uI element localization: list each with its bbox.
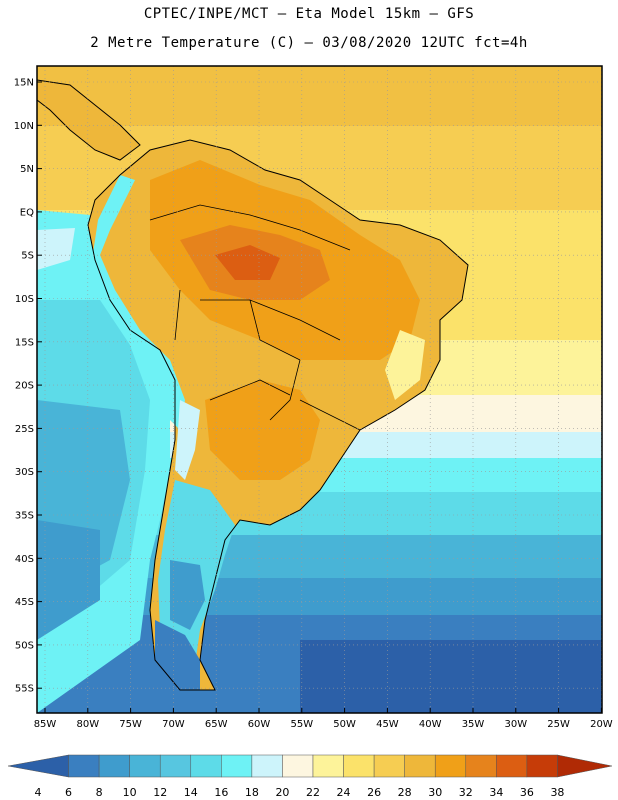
colorbar-level-label: 34 — [489, 786, 503, 799]
map-field — [37, 66, 602, 713]
longitude-axis: 85W 80W 75W 70W 65W 60W 55W 50W 45W 40W 35W 30W 25W 2… — [34, 708, 613, 730]
colorbar-level-label: 32 — [459, 786, 473, 799]
lat-tick-label: 50S — [15, 640, 34, 651]
lon-tick-label: 45W — [376, 719, 399, 730]
lon-tick-label: 30W — [504, 719, 527, 730]
colorbar-swatch — [68, 754, 100, 778]
lat-tick-label: 25S — [15, 424, 34, 435]
colorbar-level-label: 28 — [398, 786, 412, 799]
colorbar-level-label: 18 — [245, 786, 259, 799]
pacific-cool-zone — [37, 520, 100, 640]
colorbar-swatch — [434, 754, 467, 778]
colorbar-swatch — [526, 754, 558, 778]
colorbar-swatch — [159, 754, 192, 778]
colorbar-swatch — [7, 754, 69, 778]
coastline — [37, 79, 141, 161]
lat-tick-label: 5N — [20, 164, 34, 175]
colorbar-swatch — [312, 754, 344, 778]
lon-tick-label: 60W — [248, 719, 271, 730]
hottest-zone — [215, 245, 280, 280]
lon-tick-label: 80W — [76, 719, 99, 730]
colorbar-swatch — [251, 754, 283, 778]
colorbar-level-label: 36 — [520, 786, 534, 799]
patagonia-cold-zone — [155, 620, 200, 690]
colorbar-level-label: 38 — [550, 786, 564, 799]
colorbar-level-label: 10 — [123, 786, 137, 799]
colorbar-level-label: 24 — [337, 786, 351, 799]
colorbar-level-label: 6 — [65, 786, 72, 799]
colorbar-level-label: 4 — [35, 786, 42, 799]
lon-tick-label: 85W — [34, 719, 57, 730]
lat-tick-label: EQ — [20, 207, 34, 218]
colorbar-swatch — [404, 754, 436, 778]
lat-tick-label: 35S — [15, 511, 34, 522]
lon-tick-label: 35W — [462, 719, 485, 730]
colorbar-swatch — [98, 754, 130, 778]
colorbar: 4 6 8 10 12 14 16 18 20 22 24 26 28 30 32 34 36 38 — [7, 754, 613, 799]
ocean-band — [300, 640, 602, 713]
patagonia-cold-zone — [170, 560, 205, 630]
colorbar-swatch — [496, 754, 528, 778]
colorbar-swatch — [343, 754, 375, 778]
colorbar-level-label: 26 — [367, 786, 381, 799]
lat-tick-label: 5S — [21, 251, 34, 262]
colorbar-level-label: 8 — [96, 786, 103, 799]
lon-tick-label: 50W — [333, 719, 356, 730]
andes-cold-strip — [175, 400, 200, 480]
lat-tick-label: 15N — [14, 78, 34, 89]
coastal-cool-zone — [385, 330, 425, 400]
colorbar-level-label: 30 — [428, 786, 442, 799]
pacific-cool-zone — [37, 228, 75, 270]
ocean-band — [37, 66, 602, 126]
chart-title: CPTEC/INPE/MCT – Eta Model 15km – GFS — [143, 6, 475, 22]
lat-tick-label: 10N — [14, 121, 34, 132]
colorbar-level-label: 22 — [306, 786, 320, 799]
lat-tick-label: 10S — [15, 294, 34, 305]
lon-tick-label: 20W — [590, 719, 613, 730]
warm-zone — [205, 380, 320, 480]
colorbar-level-label: 20 — [275, 786, 289, 799]
lon-tick-label: 40W — [419, 719, 442, 730]
lat-tick-label: 40S — [15, 554, 34, 565]
lon-tick-label: 65W — [205, 719, 228, 730]
colorbar-level-label: 16 — [214, 786, 228, 799]
central-america-land — [37, 80, 140, 160]
andes-cold-strip — [92, 175, 185, 430]
coastline — [87, 139, 469, 691]
country-borders — [149, 204, 361, 431]
colorbar-level-label: 12 — [153, 786, 167, 799]
lat-tick-label: 55S — [15, 684, 34, 695]
lon-tick-label: 75W — [119, 719, 142, 730]
colorbar-swatch — [465, 754, 497, 778]
colorbar-swatch — [557, 754, 613, 778]
lat-tick-label: 20S — [15, 381, 34, 392]
chart-subtitle: 2 Metre Temperature (C) – 03/08/2020 12U… — [90, 35, 528, 51]
lat-tick-label: 45S — [15, 597, 34, 608]
latitude-axis: 15N 10N 5N EQ 5S 10S 15S 20S 25S 30S 35S 40S 45S 50S 5… — [14, 78, 42, 695]
colorbar-swatch — [129, 754, 161, 778]
lon-tick-label: 70W — [162, 719, 185, 730]
colorbar-swatch — [282, 754, 314, 778]
colorbar-swatch — [221, 754, 253, 778]
lat-tick-label: 30S — [15, 467, 34, 478]
lon-tick-label: 55W — [290, 719, 313, 730]
lon-tick-label: 25W — [547, 719, 570, 730]
colorbar-level-label: 14 — [184, 786, 198, 799]
colorbar-swatch — [373, 754, 405, 778]
colorbar-swatch — [190, 754, 222, 778]
lat-tick-label: 15S — [15, 337, 34, 348]
map-frame — [36, 65, 603, 714]
